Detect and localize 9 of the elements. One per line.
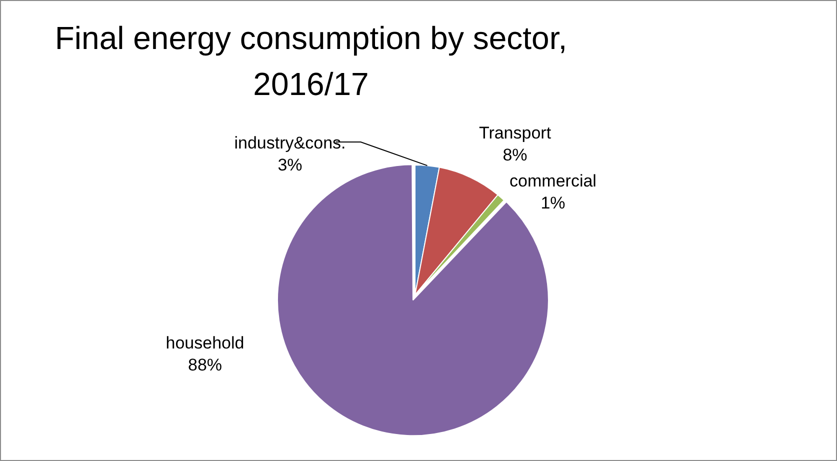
slice-label: household [166,334,244,353]
data-label: 88% [188,356,222,375]
data-label: 1% [540,194,566,213]
slice-label: commercial [510,172,596,191]
slice-label: industry&cons. [234,134,346,153]
data-label: 8% [502,146,528,165]
chart-title: Final energy consumption by sector, 2016/17 [54,19,568,104]
slice-label: Transport [478,124,552,143]
data-label: 3% [278,156,302,175]
